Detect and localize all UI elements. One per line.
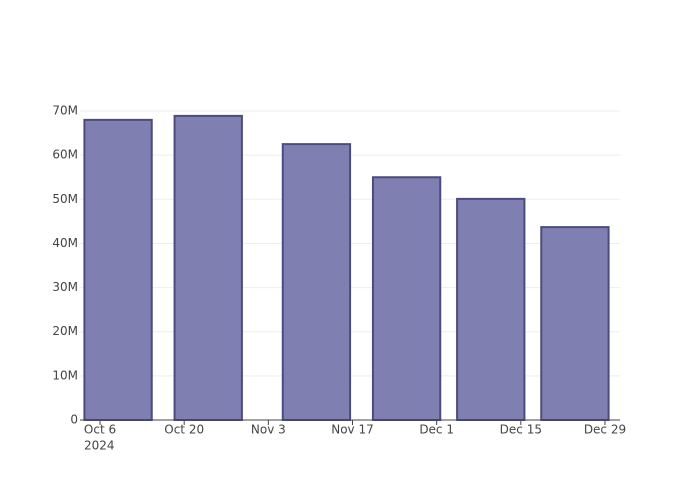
bar [173, 114, 243, 422]
bar [540, 226, 610, 421]
x-tick-label: Nov 3 [251, 423, 286, 437]
bar [83, 118, 153, 422]
y-tick-label: 70M [52, 104, 78, 118]
x-tick-label: Dec 1 [419, 423, 454, 437]
y-tick-label: 30M [52, 280, 78, 294]
x-tick-label: Oct 20 [164, 423, 204, 437]
x-tick-label: Oct 6 [84, 423, 116, 437]
y-tick-label: 60M [52, 148, 78, 162]
y-tick-label: 40M [52, 236, 78, 250]
y-tick-label: 50M [52, 192, 78, 206]
y-tick-label: 0 [70, 413, 78, 427]
x-year-label: 2024 [84, 439, 115, 453]
y-tick-label: 10M [52, 368, 78, 382]
x-tick-label: Dec 29 [584, 423, 626, 437]
y-tick-label: 20M [52, 324, 78, 338]
bar [456, 197, 526, 421]
x-tick-label: Dec 15 [500, 423, 542, 437]
bar [281, 143, 352, 421]
bar [371, 176, 442, 421]
x-tick-label: Nov 17 [331, 423, 374, 437]
